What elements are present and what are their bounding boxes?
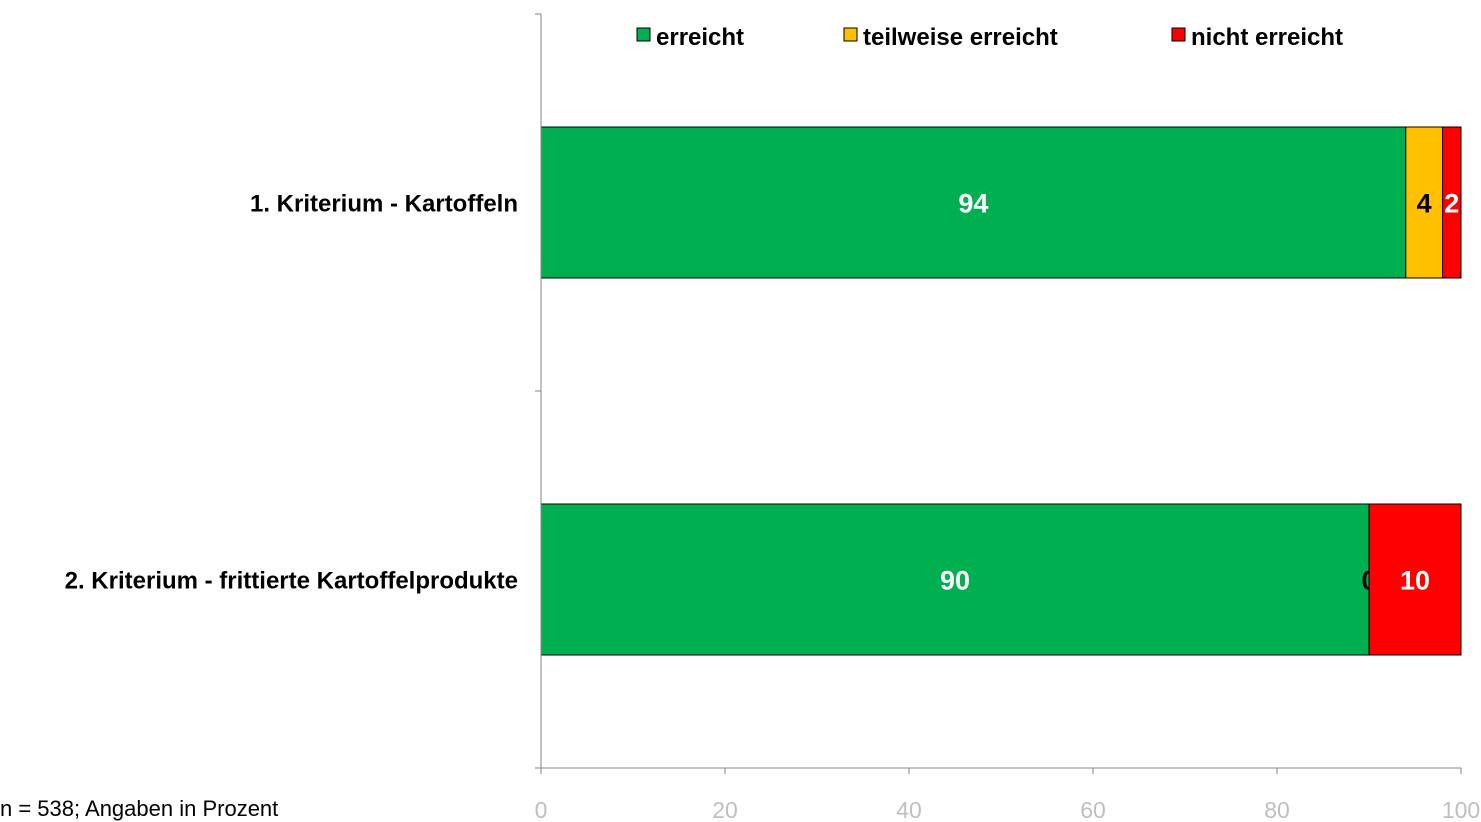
data-label: 90 (940, 566, 970, 596)
legend-label-nicht-erreicht: nicht erreicht (1191, 24, 1343, 51)
legend: erreicht teilweise erreicht nicht erreicht (636, 24, 1343, 51)
data-label: 10 (1400, 566, 1430, 596)
bar-teilweise-erreicht (1405, 126, 1444, 279)
x-tick-label: 0 (535, 797, 548, 821)
data-label: 4 (1417, 189, 1432, 219)
bar-erreicht (540, 126, 1407, 279)
legend-swatch-erreicht (636, 27, 651, 42)
footnote: n = 538; Angaben in Prozent (0, 796, 279, 821)
category-label: 2. Kriterium - frittierte Kartoffelprodu… (65, 568, 518, 595)
data-label: 94 (958, 189, 988, 219)
legend-label-teilweise-erreicht: teilweise erreicht (863, 24, 1058, 51)
axes: 0 20 40 60 80 100 1. Kriterium - Kartoffeln 2. … (65, 13, 1480, 821)
x-tick-label: 20 (712, 797, 738, 821)
x-tick-label: 80 (1264, 797, 1290, 821)
bar-nicht-erreicht (1368, 503, 1462, 656)
bar-erreicht (540, 503, 1370, 656)
data-label: 2 (1444, 189, 1459, 219)
category-label: 1. Kriterium - Kartoffeln (250, 191, 518, 218)
legend-swatch-nicht-erreicht (1171, 27, 1186, 42)
legend-label-erreicht: erreicht (656, 24, 744, 51)
x-tick-label: 100 (1442, 797, 1480, 821)
legend-swatch-teilweise-erreicht (843, 27, 858, 42)
x-tick-label: 60 (1080, 797, 1106, 821)
bar-nicht-erreicht (1442, 126, 1462, 279)
x-tick-label: 40 (896, 797, 922, 821)
bars: 944290010 (540, 126, 1462, 656)
